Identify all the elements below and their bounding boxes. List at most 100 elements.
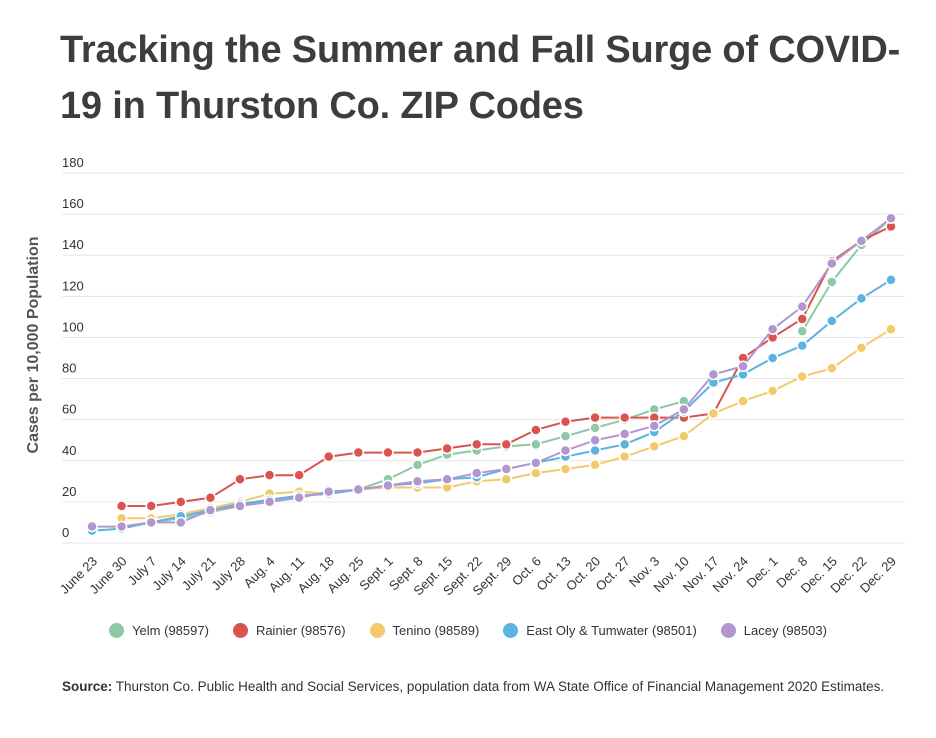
data-point xyxy=(707,407,720,420)
data-point xyxy=(500,438,513,451)
data-point xyxy=(589,444,601,457)
data-point xyxy=(766,323,779,335)
data-point xyxy=(826,362,838,375)
y-tick-label: 40 xyxy=(62,443,76,458)
data-point xyxy=(322,450,335,463)
source-note: Source: Thurston Co. Public Health and S… xyxy=(62,676,902,698)
data-point xyxy=(86,520,98,533)
data-point xyxy=(382,446,394,459)
data-point xyxy=(589,422,601,434)
data-point xyxy=(589,411,601,424)
data-point xyxy=(411,446,424,459)
y-tick-label: 100 xyxy=(62,319,84,334)
data-point xyxy=(500,473,513,486)
data-point xyxy=(855,341,868,354)
data-point xyxy=(411,459,424,471)
y-tick-label: 120 xyxy=(62,278,84,293)
legend-item: Rainier (98576) xyxy=(232,623,346,638)
data-point xyxy=(441,442,453,455)
legend-swatch xyxy=(720,623,736,638)
data-point xyxy=(796,300,808,313)
data-point xyxy=(441,473,453,486)
y-tick-labels: 0 20 40 60 80 100 120 140 160 180 xyxy=(62,155,84,540)
data-point xyxy=(589,459,601,471)
data-point xyxy=(618,428,631,440)
legend-item: Yelm (98597) xyxy=(109,623,209,638)
y-tick-label: 60 xyxy=(62,402,76,417)
y-tick-label: 160 xyxy=(62,196,84,211)
data-point xyxy=(766,352,779,364)
data-point xyxy=(204,492,217,504)
data-point xyxy=(737,360,749,372)
data-point xyxy=(263,496,276,508)
data-point xyxy=(618,438,631,451)
data-point xyxy=(796,325,808,338)
data-point xyxy=(175,516,187,529)
data-point xyxy=(707,368,720,381)
legend-item: Tenino (98589) xyxy=(369,623,480,638)
data-point xyxy=(500,463,513,475)
data-point xyxy=(559,463,572,475)
data-point xyxy=(885,274,897,286)
series-line xyxy=(91,279,892,532)
data-point xyxy=(530,457,542,469)
data-point xyxy=(589,434,601,446)
data-point xyxy=(648,440,661,453)
legend-label: Yelm (98597) xyxy=(132,623,209,638)
y-tick-label: 0 xyxy=(62,525,69,540)
data-point xyxy=(352,483,365,496)
data-point xyxy=(826,276,838,288)
data-point xyxy=(855,235,868,247)
data-point xyxy=(530,467,542,479)
data-point xyxy=(678,430,690,442)
series-4 xyxy=(86,212,897,533)
data-point xyxy=(263,469,276,481)
chart-title: Tracking the Summer and Fall Surge of CO… xyxy=(60,29,901,127)
data-point xyxy=(826,315,838,327)
data-point xyxy=(855,292,868,305)
data-point xyxy=(648,420,661,432)
legend-label: Rainier (98576) xyxy=(255,623,346,638)
series-lines xyxy=(86,212,897,537)
data-point xyxy=(115,500,128,512)
data-point xyxy=(234,500,246,512)
data-point xyxy=(885,212,897,224)
series-line xyxy=(92,217,892,528)
data-point xyxy=(796,313,808,325)
legend-swatch xyxy=(369,623,385,638)
y-tick-label: 20 xyxy=(62,484,76,499)
data-point xyxy=(293,469,305,481)
source-label: Source: xyxy=(62,679,113,694)
legend-label: East Oly & Tumwater (98501) xyxy=(526,623,697,638)
data-point xyxy=(204,504,217,516)
data-point xyxy=(826,257,838,270)
legend-label: Lacey (98503) xyxy=(743,623,827,638)
data-point xyxy=(618,450,631,463)
legend-label: Tenino (98589) xyxy=(392,623,480,638)
grid-lines xyxy=(62,172,905,544)
y-tick-label: 140 xyxy=(62,237,84,252)
data-point xyxy=(234,473,246,486)
legend: Yelm (98597) Rainier (98576) Tenino (98589… xyxy=(0,623,936,638)
data-point xyxy=(737,395,749,407)
legend-item: Lacey (98503) xyxy=(720,623,827,638)
data-point xyxy=(382,479,394,492)
data-point xyxy=(559,430,572,442)
series-2 xyxy=(115,323,897,525)
data-point xyxy=(411,475,424,488)
data-point xyxy=(678,403,690,416)
data-point xyxy=(115,520,128,533)
y-tick-label: 180 xyxy=(62,155,84,170)
data-point xyxy=(885,323,897,335)
data-point xyxy=(293,492,305,504)
legend-swatch xyxy=(503,623,519,638)
data-point xyxy=(470,467,483,479)
data-point xyxy=(530,424,542,436)
x-tick-label: Dec. 1 xyxy=(744,554,781,591)
data-point xyxy=(530,438,542,451)
y-axis-label: Cases per 10,000 Population xyxy=(25,237,42,454)
x-tick-label: July 28 xyxy=(208,554,248,594)
data-point xyxy=(352,446,365,459)
legend-swatch xyxy=(232,623,248,638)
